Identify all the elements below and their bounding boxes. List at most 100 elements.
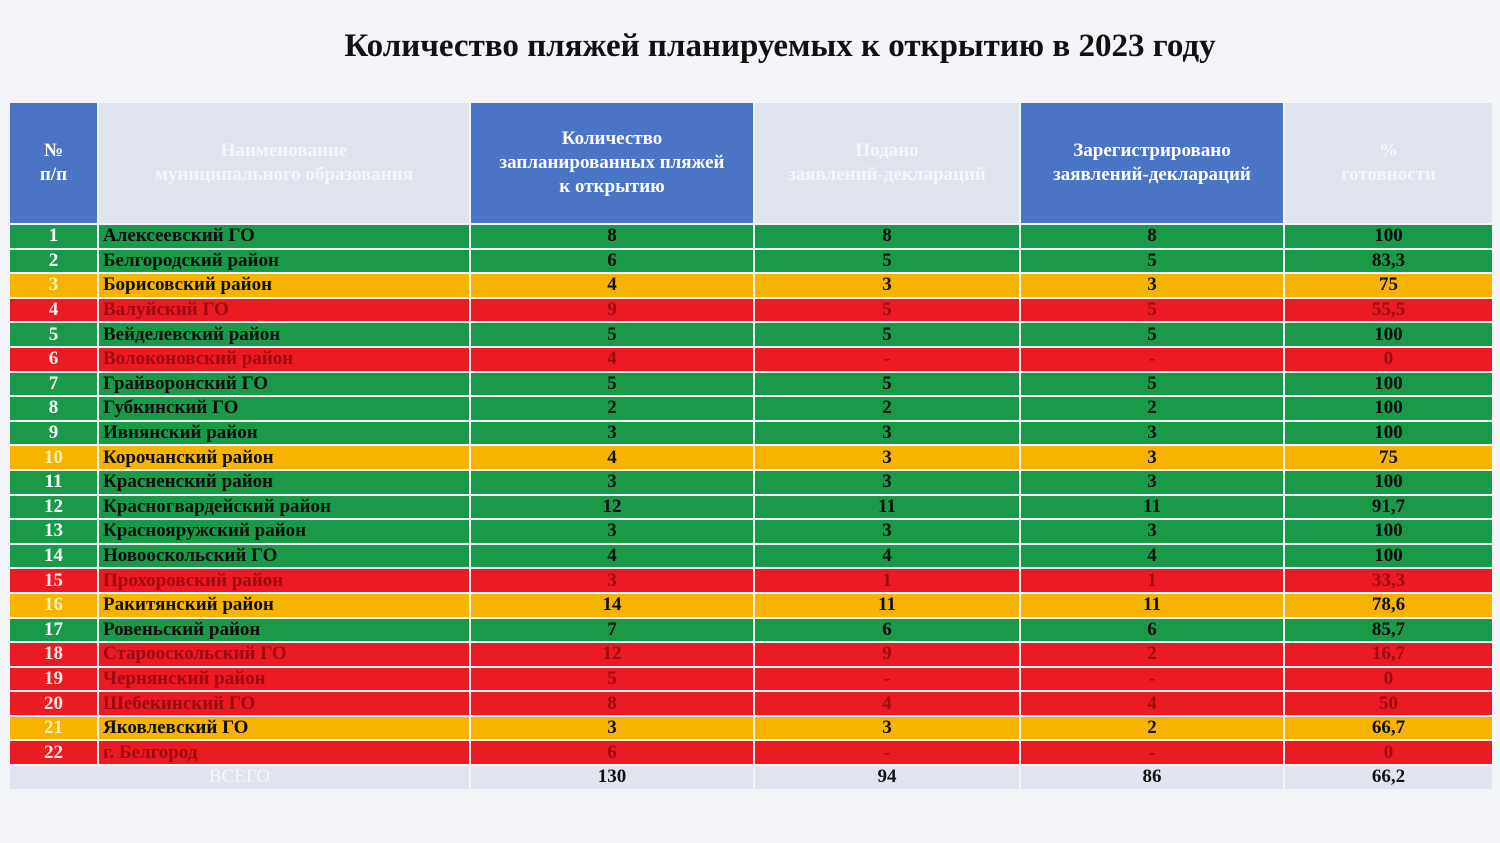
cell: 50 [1283, 690, 1494, 717]
cell: 100 [1283, 223, 1494, 250]
table-row: 21 Яковлевский ГО 3 3 2 66,7 [8, 714, 1494, 742]
cell: 75 [1283, 444, 1494, 471]
cell: - [1019, 665, 1285, 693]
table-row: 2 Белгородский район 6 5 5 83,3 [8, 247, 1494, 275]
cell: 5 [469, 321, 755, 348]
cell: 6 [469, 739, 755, 767]
cell: 4 [753, 542, 1021, 570]
cell: 4 [469, 542, 755, 570]
cell: 5 [469, 370, 755, 398]
district-name: Ракитянский район [97, 591, 471, 619]
cell: 18 [8, 641, 99, 668]
header-row: № п/п Наименование муниципального образов… [8, 101, 1494, 225]
total-cell: 130 [469, 764, 755, 791]
district-name: Красненский район [97, 468, 471, 496]
cell: 78,6 [1283, 591, 1494, 619]
cell: 11 [753, 591, 1021, 619]
cell: 100 [1283, 395, 1494, 422]
district-name: Чернянский район [97, 665, 471, 693]
table-row: 19 Чернянский район 5- -0 [8, 665, 1494, 693]
table-body: 1 Алексеевский ГО 8 8 8 100 2 Белгородский райо… [8, 223, 1494, 791]
district-name: Красногвардейский район [97, 493, 471, 521]
cell: 12 [469, 493, 755, 521]
cell: 66,7 [1283, 714, 1494, 742]
cell: 3 [753, 714, 1021, 742]
cell: 4 [8, 296, 99, 324]
table-row: 6 Волоконовский район 4- -0 [8, 345, 1494, 373]
cell: 3 [469, 567, 755, 594]
cell: 100 [1283, 542, 1494, 570]
cell: 100 [1283, 518, 1494, 545]
cell: 14 [469, 591, 755, 619]
cell: 9 [8, 419, 99, 447]
cell: - [1019, 739, 1285, 767]
cell: 33,3 [1283, 567, 1494, 594]
cell: 21 [8, 714, 99, 742]
header-cell: Количество запланированных пляжей к откр… [469, 101, 755, 225]
district-name: Борисовский район [97, 272, 471, 299]
cell: 8 [1019, 223, 1285, 250]
table-row: 15 Прохоровский район 3 1 1 33,3 [8, 567, 1494, 594]
cell: 15 [8, 567, 99, 594]
cell: 100 [1283, 468, 1494, 496]
total-row: ВСЕГО 130 94 86 66,2 [8, 764, 1494, 791]
cell: 7 [469, 616, 755, 644]
table-row: 10 Корочанский район 4 3 3 75 [8, 444, 1494, 471]
district-name: г. Белгород [97, 739, 471, 767]
cell: 1 [1019, 567, 1285, 594]
header-cell: Зарегистрировано заявлений-деклараций [1019, 101, 1285, 225]
cell: 2 [1019, 395, 1285, 422]
table-row: 17 Ровеньский район 7 6 6 85,7 [8, 616, 1494, 644]
cell: - [753, 345, 1021, 373]
header-cell: № п/п [8, 101, 99, 225]
cell: 91,7 [1283, 493, 1494, 521]
cell: 5 [1019, 370, 1285, 398]
cell: 6 [1019, 616, 1285, 644]
cell: 100 [1283, 321, 1494, 348]
cell: 7 [8, 370, 99, 398]
cell: 3 [469, 468, 755, 496]
table-row: 14 Новооскольский ГО 4 4 4 100 [8, 542, 1494, 570]
cell: 9 [469, 296, 755, 324]
cell: - [753, 665, 1021, 693]
cell: 1 [753, 567, 1021, 594]
cell: 16,7 [1283, 641, 1494, 668]
cell: 3 [8, 272, 99, 299]
header-cell: Подано заявлений-деклараций [753, 101, 1021, 225]
district-name: Шебекинский ГО [97, 690, 471, 717]
cell: 5 [753, 321, 1021, 348]
cell: 17 [8, 616, 99, 644]
district-name: Грайворонский ГО [97, 370, 471, 398]
district-name: Краснояружский район [97, 518, 471, 545]
district-name: Алексеевский ГО [97, 223, 471, 250]
table-row: 13 Краснояружский район 3 3 3 100 [8, 518, 1494, 545]
cell: 11 [8, 468, 99, 496]
cell: 3 [469, 419, 755, 447]
cell: - [753, 739, 1021, 767]
cell: 0 [1283, 345, 1494, 373]
total-cell: 94 [753, 764, 1021, 791]
district-name: Ивнянский район [97, 419, 471, 447]
table-row: 20 Шебекинский ГО 8 4 4 50 [8, 690, 1494, 717]
district-name: Губкинский ГО [97, 395, 471, 422]
cell: 5 [753, 296, 1021, 324]
cell: 83,3 [1283, 247, 1494, 275]
table-row: 9 Ивнянский район 3 3 3 100 [8, 419, 1494, 447]
cell: 20 [8, 690, 99, 717]
cell: 4 [1019, 542, 1285, 570]
total-cell: 66,2 [1283, 764, 1494, 791]
cell: 16 [8, 591, 99, 619]
table-row: 1 Алексеевский ГО 8 8 8 100 [8, 223, 1494, 250]
district-name: Яковлевский ГО [97, 714, 471, 742]
cell: 8 [753, 223, 1021, 250]
cell: 3 [753, 419, 1021, 447]
district-name: Корочанский район [97, 444, 471, 471]
table-row: 18 Старооскольский ГО 12 9 2 16,7 [8, 641, 1494, 668]
cell: 4 [469, 444, 755, 471]
cell: 3 [1019, 468, 1285, 496]
district-name: Белгородский район [97, 247, 471, 275]
total-cell: 86 [1019, 764, 1285, 791]
cell: 0 [1283, 739, 1494, 767]
cell: 12 [469, 641, 755, 668]
